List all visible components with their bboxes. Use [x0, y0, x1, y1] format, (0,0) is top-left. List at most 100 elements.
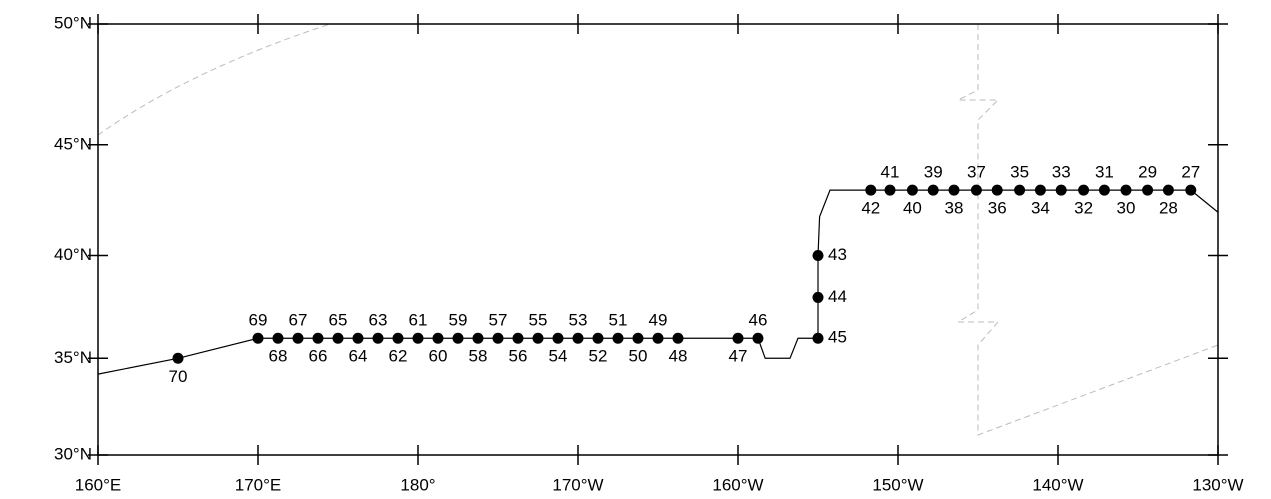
x-tick-label: 170°W [552, 475, 603, 494]
station [970, 184, 982, 196]
station [172, 352, 184, 364]
station-label: 56 [509, 347, 528, 366]
station [512, 332, 524, 344]
station-label: 65 [329, 311, 348, 330]
station [1055, 184, 1067, 196]
station-label: 59 [449, 311, 468, 330]
station [1120, 184, 1132, 196]
station-label: 46 [749, 311, 768, 330]
station-label: 32 [1074, 199, 1093, 218]
station [632, 332, 644, 344]
map-frame [97, 23, 1219, 456]
station [572, 332, 584, 344]
station [948, 184, 960, 196]
station [312, 332, 324, 344]
station [732, 332, 744, 344]
station-label: 42 [861, 199, 880, 218]
y-tick-label: 40°N [54, 245, 92, 264]
station-label: 55 [529, 311, 548, 330]
station [452, 332, 464, 344]
station-label: 54 [549, 347, 568, 366]
station-label: 64 [349, 347, 368, 366]
station-label: 31 [1095, 163, 1114, 182]
y-tick-label: 35°N [54, 348, 92, 367]
station [292, 332, 304, 344]
station-label: 44 [828, 287, 847, 306]
station [472, 332, 484, 344]
station-label: 28 [1159, 199, 1178, 218]
station [1142, 184, 1154, 196]
station [812, 332, 824, 344]
station-label: 50 [629, 347, 648, 366]
station [532, 332, 544, 344]
x-tick-label: 170°E [235, 475, 282, 494]
station-label: 51 [609, 311, 628, 330]
station-label: 52 [589, 347, 608, 366]
station-label: 38 [945, 199, 964, 218]
station-label: 68 [269, 347, 288, 366]
station [352, 332, 364, 344]
station-label: 43 [828, 245, 847, 264]
y-tick-label: 50°N [54, 13, 92, 32]
station-label: 67 [289, 311, 308, 330]
station [906, 184, 918, 196]
station-label: 62 [389, 347, 408, 366]
x-tick-label: 140°W [1032, 475, 1083, 494]
station [672, 332, 684, 344]
boundary-line [956, 24, 1219, 436]
station [272, 332, 284, 344]
station [592, 332, 604, 344]
station-label: 41 [881, 163, 900, 182]
x-tick-label: 160°W [712, 475, 763, 494]
station [812, 249, 824, 261]
station-label: 27 [1181, 163, 1200, 182]
x-tick-label: 130°W [1192, 475, 1243, 494]
station [552, 332, 564, 344]
station-label: 33 [1052, 163, 1071, 182]
station-label: 60 [429, 347, 448, 366]
station [1098, 184, 1110, 196]
station [1014, 184, 1026, 196]
station-label: 61 [409, 311, 428, 330]
y-tick-label: 30°N [54, 444, 92, 463]
station [812, 291, 824, 303]
station-label: 40 [903, 199, 922, 218]
station-label: 63 [369, 311, 388, 330]
station [752, 332, 764, 344]
station [612, 332, 624, 344]
station-label: 48 [669, 347, 688, 366]
station [927, 184, 939, 196]
x-tick-label: 160°E [75, 475, 122, 494]
station [432, 332, 444, 344]
ship-track [97, 189, 1219, 375]
station-label: 49 [649, 311, 668, 330]
station-label: 66 [309, 347, 328, 366]
station [1185, 184, 1197, 196]
x-tick-label: 150°W [872, 475, 923, 494]
station [372, 332, 384, 344]
x-tick-label: 180° [400, 475, 435, 494]
station-label: 45 [828, 328, 847, 347]
station [991, 184, 1003, 196]
station [412, 332, 424, 344]
station-label: 29 [1138, 163, 1157, 182]
station-label: 58 [469, 347, 488, 366]
station [652, 332, 664, 344]
boundary-line [97, 23, 331, 136]
station-label: 30 [1117, 199, 1136, 218]
station-label: 53 [569, 311, 588, 330]
station-label: 57 [489, 311, 508, 330]
station-label: 35 [1010, 163, 1029, 182]
station [492, 332, 504, 344]
station [865, 184, 877, 196]
station [252, 332, 264, 344]
station-label: 69 [249, 311, 268, 330]
station-label: 37 [967, 163, 986, 182]
station-label: 34 [1031, 199, 1050, 218]
station-label: 39 [924, 163, 943, 182]
station [1078, 184, 1090, 196]
station [332, 332, 344, 344]
station [1034, 184, 1046, 196]
